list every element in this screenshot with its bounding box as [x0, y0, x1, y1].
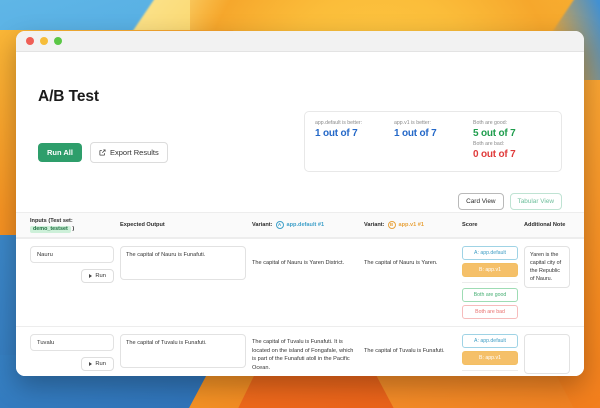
variant-a-badge-icon: A [275, 220, 284, 229]
input-field[interactable]: Nauru [30, 246, 114, 263]
variant-label: Variant: [364, 221, 385, 228]
score-option-b[interactable]: B: app.v1 [462, 351, 518, 365]
cell-score: A: app.default B: app.v1 Both are good B… [458, 334, 518, 376]
variant-b-output-text: The capital of Nauru is Yaren. [364, 260, 438, 266]
action-bar: Run All Export Results [38, 142, 168, 163]
cell-score: A: app.default B: app.v1 Both are good B… [458, 246, 518, 319]
variant-b-output-text: The capital of Tuvalu is Funafuti. [364, 348, 445, 354]
cell-variant-b-output: The capital of Nauru is Yaren. [358, 246, 458, 319]
column-header-inputs: Inputs (Test set: demo_testset ) [30, 217, 114, 234]
variant-a-name[interactable]: app.default #1 [286, 221, 325, 228]
cell-variant-a-output: The capital of Tuvalu is Funafuti. It is… [246, 334, 358, 376]
score-option-a[interactable]: A: app.default [462, 246, 518, 260]
stat-value: 1 out of 7 [394, 128, 437, 139]
cell-expected-output: The capital of Nauru is Funafuti. [114, 246, 246, 319]
window-titlebar [16, 31, 584, 52]
run-label: Run [95, 361, 106, 367]
run-all-button[interactable]: Run All [38, 143, 82, 162]
score-divider [462, 282, 518, 283]
tab-tabular-view[interactable]: Tabular View [509, 193, 562, 210]
run-row-button[interactable]: Run [81, 269, 114, 283]
column-header-variant-a: Variant: A app.default #1 [246, 220, 358, 229]
column-header-score: Score [462, 221, 478, 228]
stat-value: 1 out of 7 [315, 128, 358, 139]
column-header-note: Additional Note [524, 221, 566, 228]
app-window: A/B Test Run All Export Results app.defa… [16, 31, 584, 376]
column-header-variant-b: Variant: B app.v1 #1 [358, 220, 458, 229]
run-row-button[interactable]: Run [81, 357, 114, 371]
expected-output-field[interactable]: The capital of Nauru is Funafuti. [120, 246, 246, 280]
cell-input: Nauru Run [30, 246, 114, 319]
play-icon [89, 274, 93, 278]
summary-stats-card: app.default is better: 1 out of 7 app.v1… [304, 111, 562, 172]
cell-expected-output: The capital of Tuvalu is Funafuti. [114, 334, 246, 376]
stat-label-both-bad: Both are bad: [473, 141, 505, 147]
score-option-a[interactable]: A: app.default [462, 334, 518, 348]
results-table: Inputs (Test set: demo_testset ) Expecte… [16, 212, 584, 376]
minimize-button[interactable] [40, 37, 48, 45]
tab-card-view[interactable]: Card View [458, 193, 504, 210]
zoom-button[interactable] [54, 37, 62, 45]
close-button[interactable] [26, 37, 34, 45]
view-toggle: Card View Tabular View [458, 193, 562, 210]
stat-label-both-good: Both are good: [473, 120, 508, 126]
inputs-prefix: Inputs (Test set: [30, 217, 73, 224]
variant-label: Variant: [252, 221, 273, 228]
app-content: A/B Test Run All Export Results app.defa… [16, 52, 584, 376]
column-header-expected: Expected Output [120, 221, 165, 228]
expected-output-field[interactable]: The capital of Tuvalu is Funafuti. [120, 334, 246, 368]
stat-app-v1-better: app.v1 is better: 1 out of 7 [394, 120, 473, 171]
score-option-b[interactable]: B: app.v1 [462, 263, 518, 277]
testset-chip[interactable]: demo_testset [30, 225, 71, 234]
cell-variant-b-output: The capital of Tuvalu is Funafuti. [358, 334, 458, 376]
cell-input: Tuvalu Run [30, 334, 114, 376]
variant-a-output-text: The capital of Nauru is Yaren District. [252, 260, 345, 266]
export-results-label: Export Results [109, 148, 159, 157]
stat-label: app.v1 is better: [394, 120, 431, 126]
additional-note-field[interactable] [524, 334, 570, 374]
page-title: A/B Test [38, 88, 99, 105]
input-field[interactable]: Tuvalu [30, 334, 114, 351]
table-header-row: Inputs (Test set: demo_testset ) Expecte… [16, 212, 584, 238]
additional-note-field[interactable]: Yaren is the capital city of the Republi… [524, 246, 570, 289]
cell-note [518, 334, 570, 376]
variant-a-output-text: The capital of Tuvalu is Funafuti. It is… [252, 339, 354, 371]
variant-b-badge-icon: B [387, 220, 396, 229]
stat-value-both-bad: 0 out of 7 [473, 149, 516, 160]
external-link-icon [99, 149, 106, 156]
stat-both-good-bad: Both are good: 5 out of 7 Both are bad: … [473, 120, 551, 171]
export-results-button[interactable]: Export Results [89, 142, 168, 163]
cell-variant-a-output: The capital of Nauru is Yaren District. [246, 246, 358, 319]
inputs-suffix: ) [72, 225, 75, 232]
score-option-good[interactable]: Both are good [462, 288, 518, 302]
stat-label: app.default is better: [315, 120, 363, 126]
cell-note: Yaren is the capital city of the Republi… [518, 246, 570, 319]
stat-value-both-good: 5 out of 7 [473, 128, 516, 139]
run-label: Run [95, 273, 106, 279]
table-row: Tuvalu Run The capital of Tuvalu is Funa… [16, 326, 584, 376]
score-divider [462, 370, 518, 371]
play-icon [89, 362, 93, 366]
stat-app-default-better: app.default is better: 1 out of 7 [315, 120, 394, 171]
score-option-bad[interactable]: Both are bad [462, 305, 518, 319]
variant-b-name[interactable]: app.v1 #1 [398, 221, 425, 228]
table-row: Nauru Run The capital of Nauru is Funafu… [16, 238, 584, 326]
